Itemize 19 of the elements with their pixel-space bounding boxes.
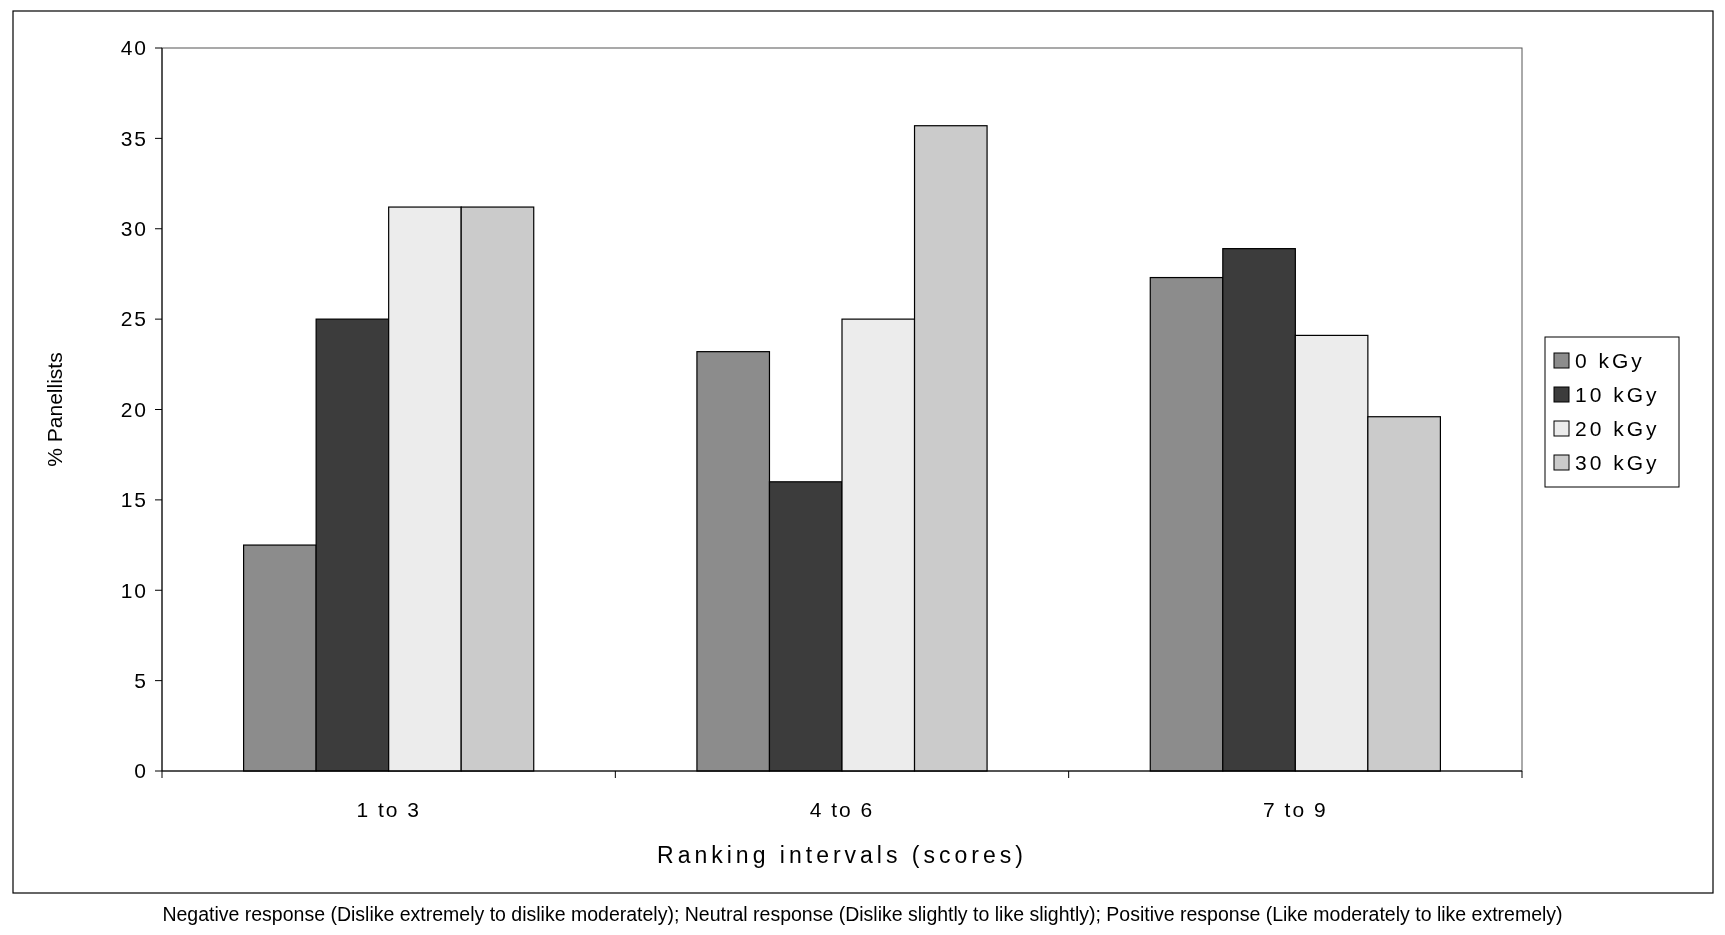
y-tick-label: 0 bbox=[134, 759, 148, 783]
x-tick-label: 1 to 3 bbox=[356, 798, 421, 821]
legend-label: 30 kGy bbox=[1575, 451, 1660, 475]
y-tick-label: 15 bbox=[120, 488, 148, 512]
y-tick-label: 5 bbox=[134, 668, 148, 692]
text: Negative response (Dislike extremely to dislike moderately); Neutral response (Dislike slightly to like slightly); Positive response (Like moderately to like extremely) bbox=[162, 903, 1563, 925]
x-tick-label: 4 to 6 bbox=[809, 798, 875, 821]
y-tick-label: 25 bbox=[120, 307, 148, 331]
y-tick-label: 30 bbox=[120, 217, 148, 241]
y-tick-label: 20 bbox=[120, 397, 148, 421]
legend-label: 0 kGy bbox=[1575, 349, 1645, 373]
x-tick-label: 7 to 9 bbox=[1263, 798, 1328, 821]
y-axis-title: % Panellists bbox=[43, 352, 66, 467]
legend-label: 20 kGy bbox=[1575, 417, 1660, 441]
legend-label: 10 kGy bbox=[1575, 383, 1660, 407]
x-axis-title: Ranking intervals (scores) bbox=[657, 842, 1027, 868]
y-tick-label: 10 bbox=[120, 578, 148, 602]
y-tick-label: 35 bbox=[120, 126, 148, 150]
y-tick-label: 40 bbox=[120, 36, 148, 60]
